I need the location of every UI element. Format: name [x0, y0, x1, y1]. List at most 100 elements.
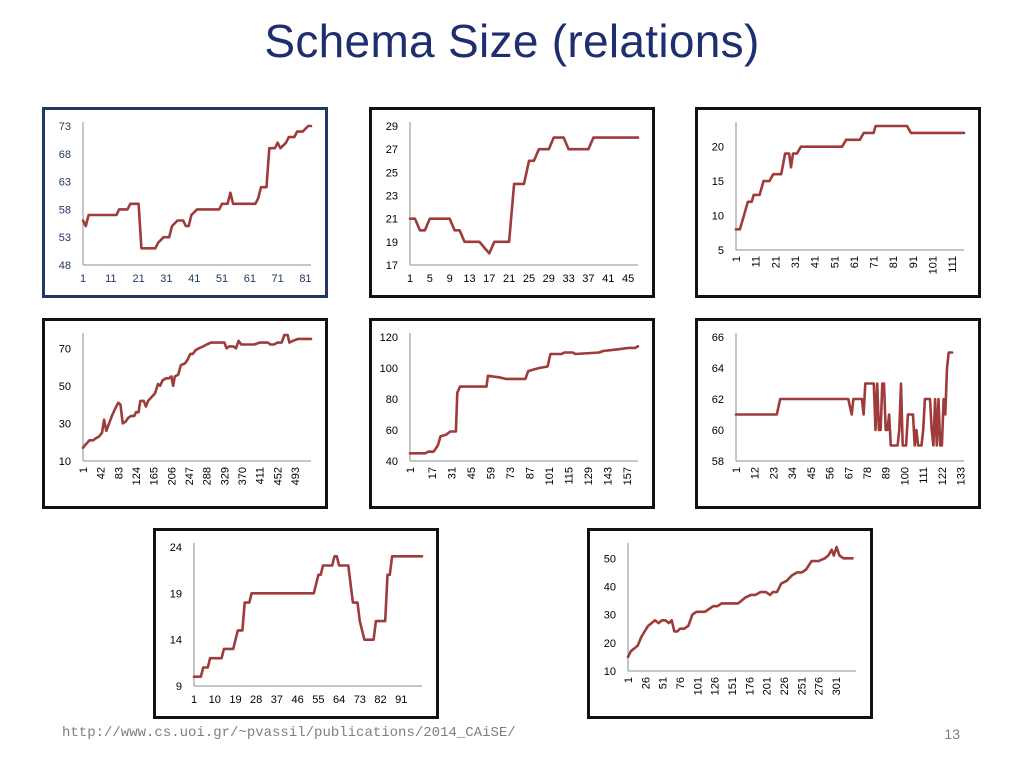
page-number: 13 — [944, 726, 960, 742]
y-tick-label: 73 — [59, 121, 71, 133]
x-tick-label: 31 — [447, 467, 459, 479]
y-tick-label: 27 — [386, 144, 398, 156]
series-line — [81, 124, 313, 250]
y-tick-label: 50 — [604, 553, 616, 565]
y-tick-label: 10 — [712, 211, 724, 223]
x-tick-label: 1 — [80, 273, 86, 285]
y-tick-label: 80 — [386, 394, 398, 406]
x-tick-label: 67 — [843, 467, 855, 479]
y-tick-label: 58 — [712, 456, 724, 468]
series-line — [734, 124, 966, 231]
chart-panel-2: 17 19 21 23 25 27 29 1 5 9 13 17 21 25 29 33 37 41 45 — [369, 107, 655, 298]
y-tick-label: 48 — [59, 260, 71, 272]
x-tick-label: 11 — [105, 273, 116, 285]
x-tick-label: 41 — [810, 256, 822, 268]
x-tick-label: 101 — [692, 677, 704, 695]
x-tick-label: 71 — [869, 256, 881, 268]
y-tick-label: 24 — [170, 542, 182, 554]
x-tick-label: 21 — [503, 273, 515, 285]
x-tick-label: 37 — [271, 694, 283, 706]
x-tick-label: 276 — [814, 677, 826, 695]
y-tick-label: 50 — [59, 381, 71, 393]
x-tick-label: 151 — [727, 677, 739, 695]
x-tick-label: 91 — [395, 694, 407, 706]
series-line — [734, 351, 954, 447]
y-tick-label: 60 — [386, 425, 398, 437]
x-tick-label: 51 — [658, 677, 670, 689]
x-tick-label: 78 — [862, 467, 874, 479]
x-tick-label: 81 — [299, 273, 311, 285]
x-tick-label: 247 — [184, 467, 196, 485]
x-tick-label: 12 — [750, 467, 762, 479]
x-tick-label: 41 — [188, 273, 200, 285]
x-tick-label: 89 — [881, 467, 893, 479]
chart-panel-6: 58 60 62 64 66 1 12 23 34 45 56 67 78 89 100 111 122 133 — [695, 318, 981, 509]
y-tick-label: 5 — [718, 245, 724, 257]
x-tick-label: 61 — [849, 256, 861, 268]
x-tick-label: 129 — [583, 467, 595, 485]
chart-panel-1: 48 53 58 63 68 73 1 11 21 31 41 51 61 71 81 — [42, 107, 328, 298]
x-tick-label: 82 — [374, 694, 386, 706]
series-line — [192, 555, 424, 678]
chart-panel-7: 9 14 19 24 1 10 19 28 37 46 55 64 73 82 91 — [153, 528, 439, 719]
line-chart-7: 9 14 19 24 1 10 19 28 37 46 55 64 73 82 91 — [170, 542, 424, 706]
y-tick-label: 14 — [170, 635, 182, 647]
line-chart-4: 10 30 50 70 1 42 83 124 165 206 247 288 329 370 411 452… — [59, 333, 313, 485]
series-line — [408, 136, 640, 255]
line-chart-6: 58 60 62 64 66 1 12 23 34 45 56 67 78 89 100 111 122 133 — [712, 332, 968, 485]
x-tick-label: 101 — [928, 256, 940, 274]
x-tick-label: 124 — [131, 467, 143, 485]
x-tick-label: 91 — [908, 256, 920, 268]
y-tick-label: 64 — [712, 363, 724, 375]
series-line — [626, 545, 854, 659]
chart-panel-5: 40 60 80 100 120 1 17 31 45 59 73 87 101 115 129 143 157 — [369, 318, 655, 509]
x-tick-label: 157 — [622, 467, 634, 485]
y-tick-label: 10 — [604, 666, 616, 678]
y-tick-label: 25 — [386, 167, 398, 179]
x-tick-label: 64 — [333, 694, 345, 706]
y-tick-label: 10 — [59, 456, 71, 468]
y-tick-label: 58 — [59, 204, 71, 216]
x-tick-label: 73 — [354, 694, 366, 706]
y-tick-label: 66 — [712, 332, 724, 344]
x-tick-label: 28 — [250, 694, 262, 706]
x-tick-label: 329 — [219, 467, 231, 485]
x-tick-label: 251 — [796, 677, 808, 695]
x-tick-label: 17 — [427, 467, 439, 479]
y-tick-label: 70 — [59, 343, 71, 355]
x-tick-label: 9 — [447, 273, 453, 285]
x-tick-label: 29 — [543, 273, 555, 285]
x-tick-label: 37 — [582, 273, 594, 285]
footer-url[interactable]: http://www.cs.uoi.gr/~pvassil/publicatio… — [62, 725, 516, 741]
y-tick-label: 17 — [386, 260, 398, 272]
x-tick-label: 81 — [888, 256, 900, 268]
x-tick-label: 1 — [405, 467, 417, 473]
x-tick-label: 5 — [427, 273, 433, 285]
x-tick-label: 226 — [779, 677, 791, 695]
line-chart-2: 17 19 21 23 25 27 29 1 5 9 13 17 21 25 29 33 37 41 45 — [386, 121, 640, 285]
y-tick-label: 40 — [604, 581, 616, 593]
x-tick-label: 122 — [937, 467, 949, 485]
x-tick-label: 370 — [237, 467, 249, 485]
y-tick-label: 100 — [380, 363, 398, 375]
x-tick-label: 100 — [899, 467, 911, 485]
y-tick-label: 21 — [386, 214, 398, 226]
x-tick-label: 25 — [523, 273, 535, 285]
y-tick-label: 120 — [380, 332, 398, 344]
x-tick-label: 1 — [731, 467, 743, 473]
x-tick-label: 19 — [229, 694, 241, 706]
x-tick-label: 133 — [956, 467, 968, 485]
series-line — [408, 345, 640, 455]
y-tick-label: 63 — [59, 177, 71, 189]
x-tick-label: 452 — [272, 467, 284, 485]
x-tick-label: 288 — [202, 467, 214, 485]
y-tick-label: 40 — [386, 456, 398, 468]
y-tick-label: 30 — [604, 610, 616, 622]
y-tick-label: 19 — [386, 237, 398, 249]
x-tick-label: 76 — [675, 677, 687, 689]
y-tick-label: 53 — [59, 232, 71, 244]
x-tick-label: 61 — [244, 273, 256, 285]
x-tick-label: 1 — [623, 677, 635, 683]
